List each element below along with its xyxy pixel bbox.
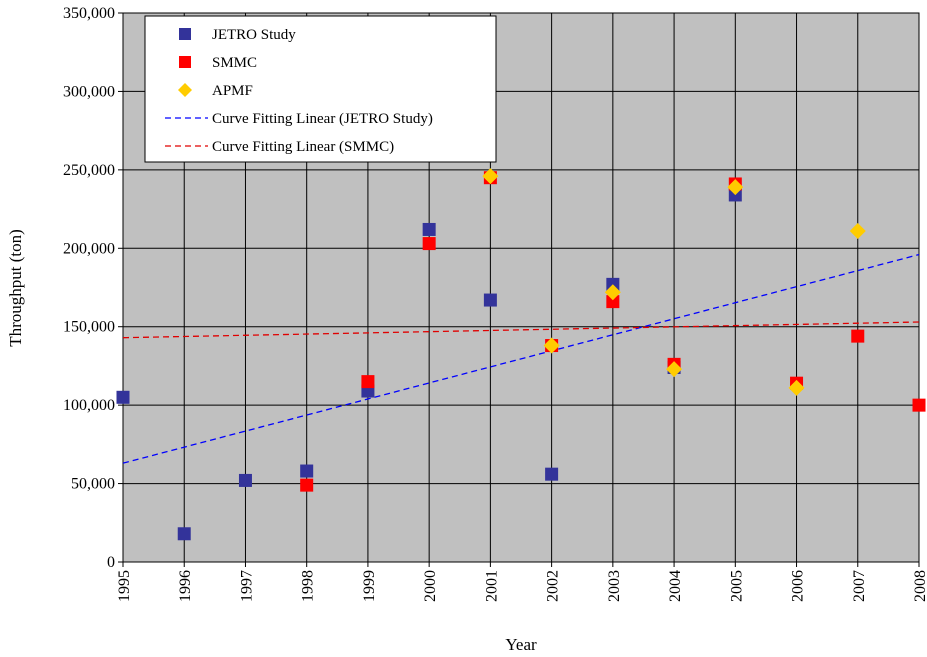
- smmc-point: [361, 375, 375, 389]
- y-tick-label: 300,000: [63, 83, 115, 100]
- jetro-study-point: [116, 390, 130, 404]
- legend: JETRO Study SMMC APMF Curve Fitting Linear …: [144, 15, 497, 163]
- apmf-point: [727, 179, 744, 196]
- legend-label-curve-fitting-linear-jetro-study: Curve Fitting Linear (JETRO Study): [212, 111, 433, 127]
- jetro-study-point: [422, 222, 436, 236]
- y-tick-label: 150,000: [63, 319, 115, 336]
- apmf-point: [666, 361, 683, 378]
- jetro-study-point: [238, 473, 252, 487]
- legend-marker-apmf: [178, 83, 192, 97]
- apmf-point: [849, 223, 866, 240]
- apmf-point: [788, 379, 805, 396]
- x-tick-label: 2002: [545, 570, 562, 602]
- smmc-point: [300, 478, 314, 492]
- data-markers: [116, 168, 926, 541]
- y-tick-label: 200,000: [63, 240, 115, 257]
- x-tick-label: 2005: [728, 570, 745, 602]
- apmf-point: [543, 337, 560, 354]
- x-tick-label: 1999: [361, 570, 378, 602]
- smmc-point: [851, 329, 865, 343]
- y-tick-label: 50,000: [71, 476, 115, 493]
- x-tick-label: 2003: [606, 570, 623, 602]
- x-tick-label: 1996: [177, 570, 194, 602]
- smmc-point: [606, 295, 620, 309]
- x-tick-label: 2008: [912, 570, 927, 602]
- x-tick-label: 1997: [238, 570, 255, 602]
- legend-label-smmc: SMMC: [212, 55, 257, 71]
- plot-border: [122, 12, 920, 563]
- x-tick-label: 2001: [483, 570, 500, 602]
- legend-label-jetro-study: JETRO Study: [212, 27, 296, 43]
- curve-fitting-linear-smmc-line: [122, 321, 920, 339]
- legend-label-curve-fitting-linear-smmc: Curve Fitting Linear (SMMC): [212, 139, 394, 155]
- x-tick-label: 2000: [422, 570, 439, 602]
- smmc-point: [912, 398, 926, 412]
- jetro-study-point: [300, 464, 314, 478]
- jetro-study-point: [177, 527, 191, 541]
- y-tick-label: 350,000: [63, 5, 115, 22]
- curve-fitting-linear-jetro-study-line: [122, 253, 920, 464]
- smmc-point: [422, 237, 436, 251]
- x-tick-label: 2006: [790, 570, 807, 602]
- y-tick-label: 250,000: [63, 162, 115, 179]
- legend-marker-jetro-study: [179, 28, 191, 40]
- jetro-study-point: [483, 293, 497, 307]
- apmf-point: [482, 168, 499, 185]
- legend-label-apmf: APMF: [212, 83, 253, 99]
- x-tick-label: 1998: [300, 570, 317, 602]
- y-tick-label: 100,000: [63, 397, 115, 414]
- x-axis: 1995 1996 1997 1998 1999 2000 2001 2002 2003 2004…: [116, 562, 927, 602]
- y-axis-title: Throughput (ton): [6, 229, 25, 347]
- x-tick-label: 1995: [116, 570, 133, 602]
- y-axis: 0 50,000 100,000 150,000 200,000 250,000 300,0…: [63, 5, 123, 571]
- y-tick-label: 0: [107, 554, 115, 571]
- apmf-point: [604, 284, 621, 301]
- x-tick-label: 2007: [851, 570, 868, 602]
- legend-marker-smmc: [179, 56, 191, 68]
- x-tick-label: 2004: [667, 570, 684, 602]
- jetro-study-point: [545, 467, 559, 481]
- legend-box: [144, 15, 497, 163]
- x-axis-title: Year: [505, 635, 537, 654]
- fit-lines: [122, 253, 920, 464]
